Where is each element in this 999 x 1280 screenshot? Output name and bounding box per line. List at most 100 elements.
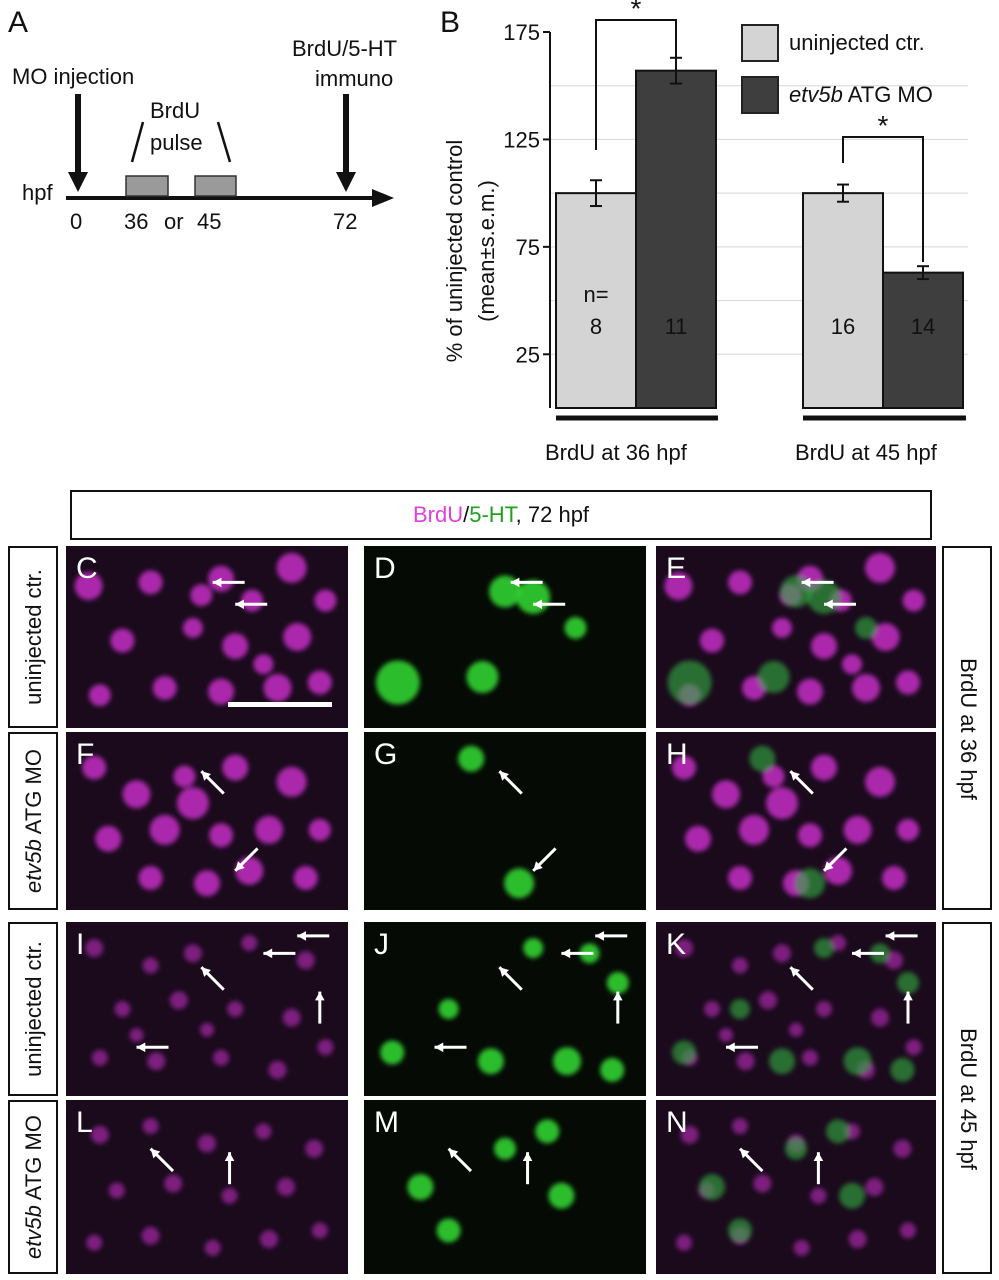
significance-marker: * (631, 0, 642, 24)
arrow-head (726, 1042, 735, 1053)
serotonin-cell (436, 1218, 461, 1243)
panel-label-b: B (440, 6, 461, 39)
serotonin-cell (807, 579, 841, 614)
brdu-nucleus (732, 957, 748, 974)
y-tick-label: 25 (516, 342, 540, 367)
brdu-nucleus (85, 939, 104, 958)
brdu-nucleus (753, 1174, 772, 1193)
brdu-nucleus (672, 755, 696, 780)
brdu-nucleus (108, 1182, 125, 1199)
bar (882, 271, 964, 410)
side-label-box-45: BrdU at 45 hpf (942, 922, 992, 1274)
arrow-head (824, 861, 834, 871)
brdu-nucleus (712, 780, 740, 809)
brdu-nucleus (680, 1125, 699, 1144)
legend-label-mo-rest: ATG MO (842, 82, 933, 107)
y-tick-label: 75 (516, 235, 540, 260)
brdu-nucleus (200, 1022, 214, 1037)
bar (555, 192, 637, 409)
arrow-head (224, 1152, 235, 1161)
brdu-nucleus (222, 633, 249, 660)
serotonin-cell (548, 1182, 575, 1209)
brdu-nucleus (276, 1178, 295, 1196)
brdu-nucleus (235, 856, 264, 885)
arrow-head (824, 599, 833, 610)
micrograph-header: BrdU/5-HT, 72 hpf (70, 490, 932, 540)
brdu-nucleus (843, 815, 872, 844)
arrow-head (533, 599, 542, 610)
serotonin-cell (466, 661, 499, 694)
panel-letter: E (666, 552, 687, 585)
arrow-head (801, 577, 811, 588)
row-label-box-mo-45: etv5b ATG MO (8, 1100, 58, 1274)
n-prefix-label: n= (583, 282, 608, 307)
significance-marker: * (878, 110, 889, 141)
arrow-head (212, 577, 222, 588)
side-label-45: BrdU at 45 hpf (956, 1028, 981, 1170)
brdu-nucleus (152, 675, 177, 700)
serotonin-cell (375, 660, 420, 705)
n-value-label: 11 (665, 314, 688, 339)
pulse-pointer-left (130, 121, 145, 163)
legend-label-uninjected: uninjected ctr. (789, 30, 925, 55)
brdu-nucleus (182, 617, 203, 638)
arrow-head (852, 948, 861, 959)
serotonin-cell (728, 1218, 752, 1243)
arrow-head (315, 991, 325, 1001)
brdu-nucleus (173, 765, 196, 788)
brdu-nucleus (183, 944, 202, 963)
n-value-label: 14 (911, 314, 935, 339)
brdu-nucleus (114, 1001, 131, 1017)
tick-label-36: 36 (124, 209, 149, 234)
row-label-mo-36-gene: etv5b (21, 839, 46, 893)
immuno-label-2: immuno (315, 66, 394, 91)
serotonin-cell (553, 1047, 582, 1076)
micrograph-panel: J (364, 922, 646, 1096)
side-label-box-36: BrdU at 36 hpf (942, 546, 992, 910)
serotonin-cell (672, 1040, 696, 1065)
row-label-box-mo-36: etv5b ATG MO (8, 732, 58, 910)
arrow-head (885, 931, 895, 941)
serotonin-cell (785, 1137, 807, 1160)
arrow-head (522, 1152, 533, 1161)
serotonin-cell (504, 868, 535, 899)
header-slash: / (463, 502, 470, 527)
brdu-nucleus (221, 1187, 238, 1204)
brdu-nucleus (772, 617, 792, 638)
arrow-head (150, 1148, 161, 1159)
brdu-nucleus (848, 1230, 867, 1249)
brdu-nucleus (759, 991, 777, 1010)
row-label-uninjected-36: uninjected ctr. (21, 569, 46, 705)
n-value-label: 16 (831, 314, 855, 339)
brdu-nucleus (793, 1239, 810, 1256)
brdu-nucleus (141, 1226, 160, 1245)
micrograph-panel: I (66, 922, 348, 1096)
brdu-nucleus (830, 934, 846, 951)
micrograph-panel: G (364, 732, 646, 910)
pulse-label: pulse (150, 130, 203, 155)
brdu-nucleus (241, 934, 258, 951)
tick-label-45: 45 (197, 209, 222, 234)
timeline-arrowhead (372, 189, 394, 207)
serotonin-cell (843, 1047, 872, 1076)
arrow-head (499, 967, 509, 977)
tick-label-or: or (164, 209, 184, 234)
brdu-nucleus (213, 1049, 230, 1066)
brdu-nucleus (762, 765, 785, 788)
brdu-nucleus (263, 673, 292, 702)
brdu-nucleus (865, 1178, 884, 1196)
bar (635, 69, 717, 409)
brdu-nucleus (732, 1118, 748, 1135)
arrow-head (510, 577, 520, 588)
row-label-mo-45: etv5b ATG MO (21, 1097, 47, 1277)
serotonin-cell (839, 1182, 865, 1209)
brdu-nucleus (852, 673, 880, 702)
brdu-nucleus (882, 865, 906, 890)
brdu-nucleus (308, 818, 331, 841)
brdu-nucleus (253, 654, 274, 675)
brdu-nucleus (865, 766, 895, 797)
significance-bracket (842, 136, 924, 262)
significance-bracket (595, 19, 677, 150)
panel-letter: C (76, 552, 98, 585)
serotonin-cell (769, 1048, 795, 1075)
